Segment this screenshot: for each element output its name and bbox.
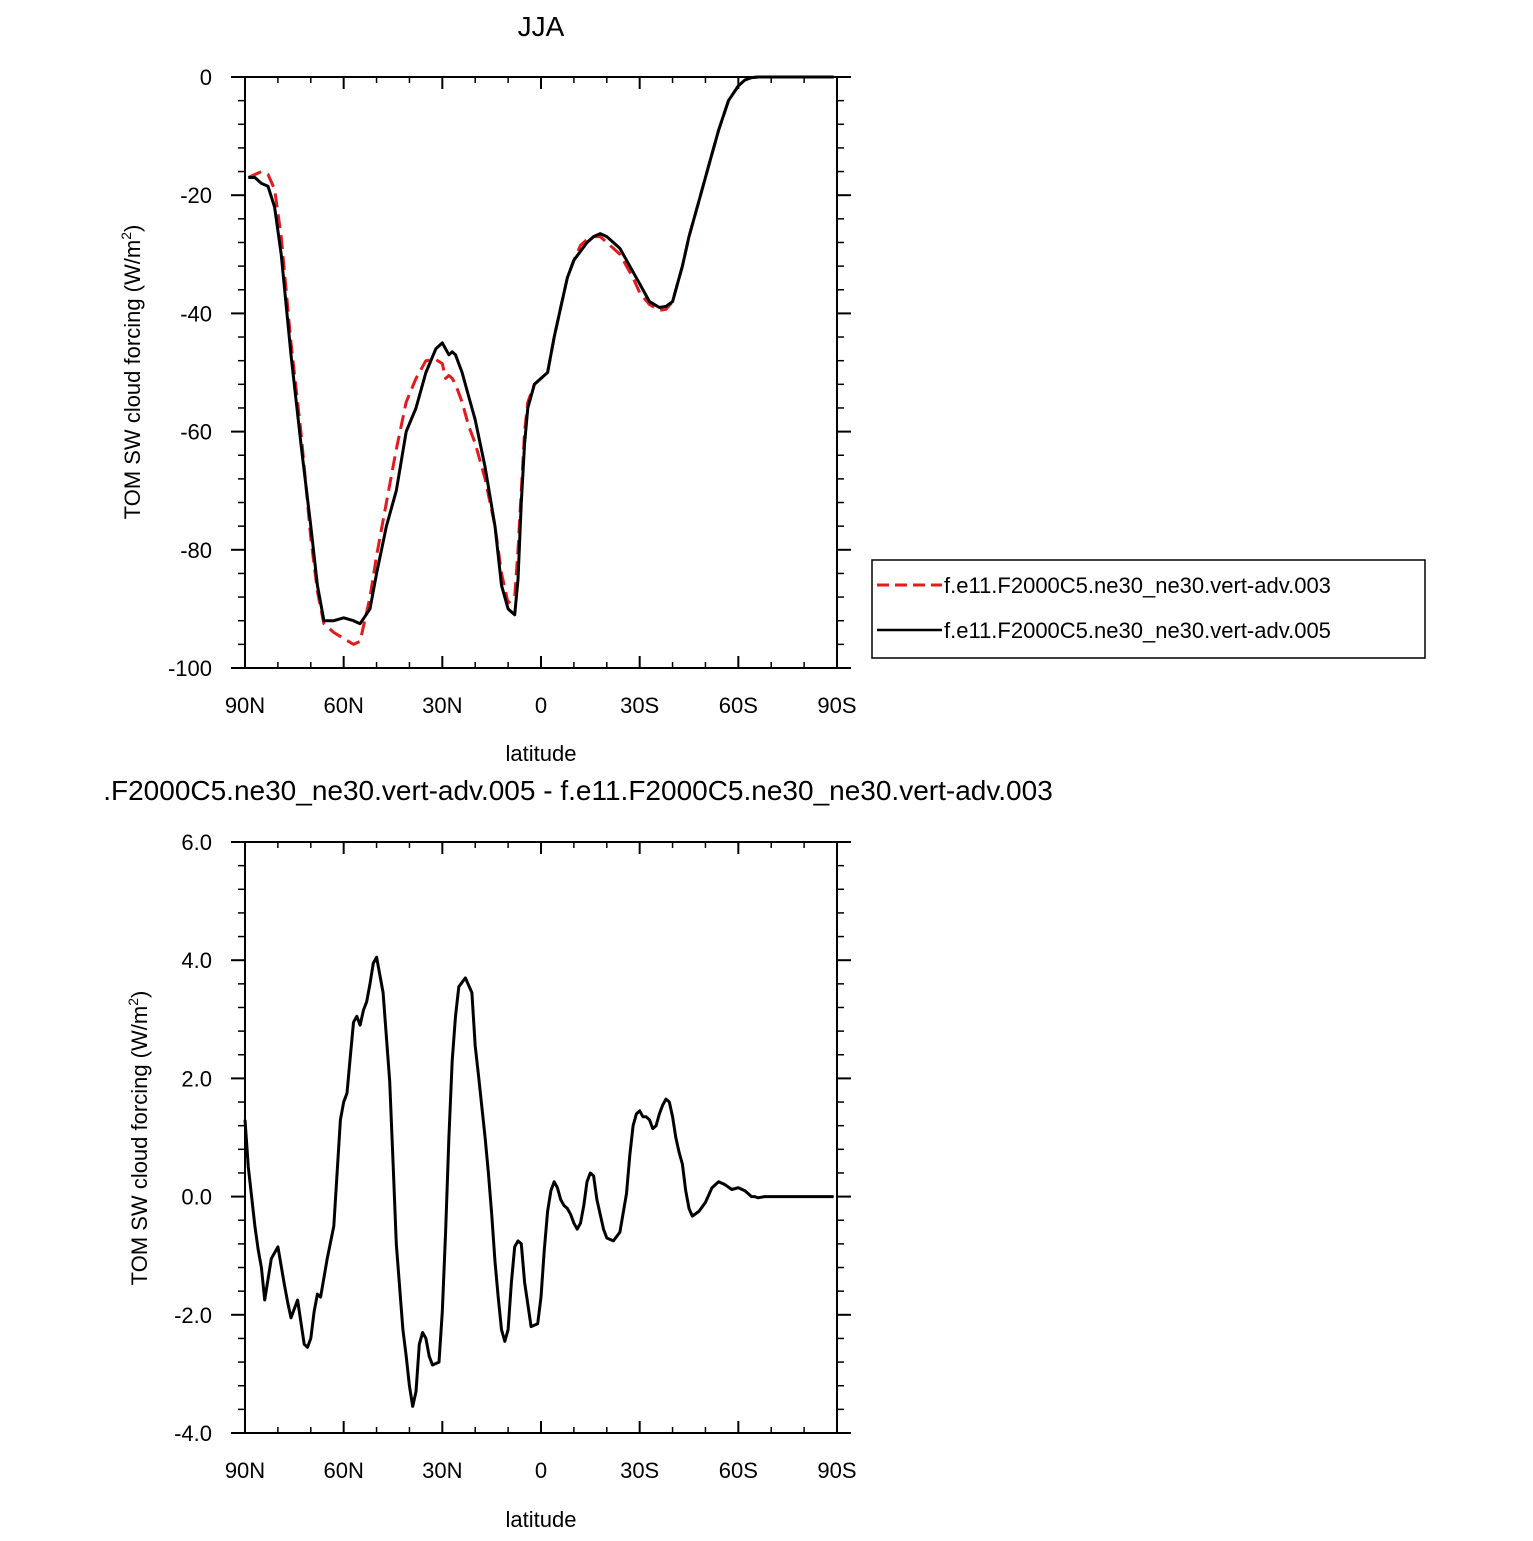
bottom-panel: .F2000C5.ne30_ne30.vert-adv.005 - f.e11.… [103,775,1053,1532]
x-tick-label: 30S [620,1458,659,1483]
x-tick-label: 30S [620,693,659,718]
y-tick-label: 4.0 [181,948,212,973]
top-panel-series [247,75,834,646]
bottom-panel-title: .F2000C5.ne30_ne30.vert-adv.005 - f.e11.… [103,775,1053,806]
legend-label-005: f.e11.F2000C5.ne30_ne30.vert-adv.005 [944,618,1331,643]
x-tick-label: 90S [817,1458,856,1483]
y-tick-label: 2.0 [181,1066,212,1091]
y-tick-label: -80 [180,538,212,563]
x-tick-label: 60N [323,1458,363,1483]
x-tick-label: 90N [225,1458,265,1483]
top-panel-xlabel: latitude [506,741,577,766]
top-panel-ylabel-sup: 2 [118,232,134,240]
y-tick-label: 6.0 [181,830,212,855]
y-tick-label: -100 [168,656,212,681]
top-panel-frame [244,76,838,669]
top-panel-ylabel-text: TOM SW cloud forcing (W/m [120,240,145,520]
y-tick-label: -4.0 [174,1421,212,1446]
x-tick-label: 30N [422,1458,462,1483]
y-tick-label: -2.0 [174,1303,212,1328]
bottom-panel-ylabel-close: ) [127,991,152,998]
top-panel-ylabel: TOM SW cloud forcing (W/m2) [118,225,145,520]
x-tick-label: 60S [719,1458,758,1483]
bottom-panel-series [243,955,834,1408]
x-tick-label: 60N [323,693,363,718]
top-panel-axes: 90N 60N 30N 0 30S 60S 90S 0 -20 -40 -60 -80 -100 [168,65,857,718]
x-tick-label: 0 [535,693,547,718]
bottom-panel-frame [244,841,838,1434]
series-line-0-1 [248,75,834,626]
bottom-panel-xlabel: latitude [506,1507,577,1532]
bottom-panel-ylabel: TOM SW cloud forcing (W/m2) [125,991,152,1286]
top-panel-title: JJA [518,11,565,42]
y-tick-label: -60 [180,420,212,445]
x-tick-label: 0 [535,1458,547,1483]
x-tick-label: 90N [225,693,265,718]
x-tick-label: 60S [719,693,758,718]
legend: f.e11.F2000C5.ne30_ne30.vert-adv.003 f.e… [871,559,1426,659]
x-tick-label: 30N [422,693,462,718]
legend-box [871,559,1426,659]
x-tick-label: 90S [817,693,856,718]
y-tick-label: -20 [180,183,212,208]
series-line-0-0 [247,75,834,646]
y-tick-label: 0 [200,65,212,90]
y-tick-label: 0.0 [181,1185,212,1210]
top-panel: JJA latitude TOM SW cloud forcing (W/m2)… [118,11,857,766]
top-panel-ylabel-close: ) [120,225,145,232]
bottom-panel-ylabel-sup: 2 [125,998,141,1006]
legend-label-003: f.e11.F2000C5.ne30_ne30.vert-adv.003 [944,573,1331,598]
bottom-panel-ylabel-text: TOM SW cloud forcing (W/m [127,1006,152,1286]
y-tick-label: -40 [180,301,212,326]
series-line-1-0 [243,955,834,1408]
bottom-panel-axes: 90N 60N 30N 0 30S 60S 90S 6.0 4.0 2.0 0.0 -2.0 -4.0 [174,830,857,1483]
